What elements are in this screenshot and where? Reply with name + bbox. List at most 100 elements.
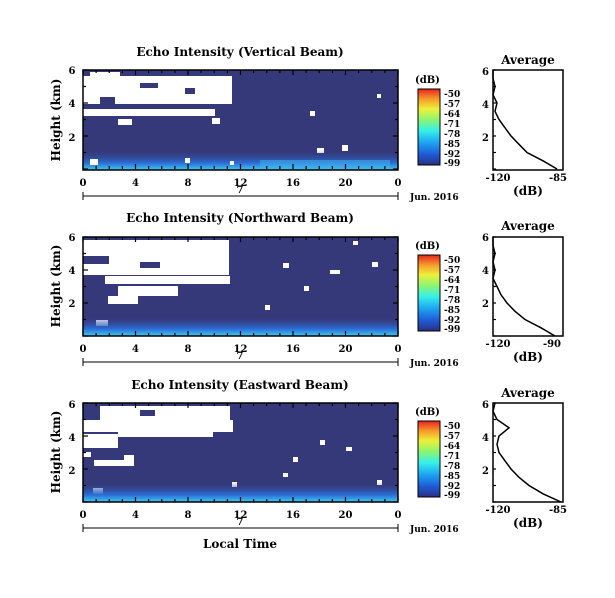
- x-tick-label: 4: [132, 510, 139, 521]
- colorbar-tick: -99: [444, 325, 460, 335]
- heatmap: [83, 237, 398, 336]
- colorbar: (dB) -50 -57 -64 -71 -78 -85 -92 -99: [415, 75, 460, 169]
- x-tick-label: 16: [286, 510, 300, 521]
- colorbar-tick: -99: [444, 159, 460, 169]
- colorbar: (dB) -50 -57 -64 -71 -78 -85 -92 -99: [415, 407, 460, 501]
- colorbar-tick: -85: [444, 306, 460, 316]
- colorbar-unit: (dB): [415, 75, 440, 86]
- colorbar-tick: -71: [444, 120, 460, 130]
- x-tick-label: 0: [395, 510, 402, 521]
- x-tick-label: 8: [185, 344, 192, 355]
- colorbar-tick: -85: [444, 472, 460, 482]
- profile-x-tick: -90: [543, 339, 561, 350]
- day-label: 7: [237, 517, 244, 528]
- x-tick-label: 4: [132, 344, 139, 355]
- colorbar-tick: -57: [444, 432, 460, 442]
- profile-x-label: (dB): [513, 350, 543, 364]
- colorbar-tick: -71: [444, 286, 460, 296]
- profile-y-tick: 4: [482, 433, 489, 444]
- x-tick-label: 8: [185, 510, 192, 521]
- y-tick-label: 2: [69, 133, 76, 144]
- x-tick-label: 0: [80, 344, 87, 355]
- colorbar-tick: -92: [444, 150, 460, 160]
- profile-title: Average: [500, 386, 555, 400]
- profile-x-tick: -120: [485, 173, 510, 184]
- x-tick-label: 20: [339, 510, 353, 521]
- panel-northward-beam: Echo Intensity (Northward Beam): [49, 211, 564, 369]
- x-tick-labels: 0 4 8 12 16 20 0: [80, 178, 402, 189]
- colorbar-tick: -71: [444, 452, 460, 462]
- day-bar: 7: [82, 517, 399, 532]
- y-tick-label: 6: [69, 66, 76, 77]
- x-tick-label: 0: [395, 344, 402, 355]
- colorbar-tick: -64: [444, 442, 460, 452]
- y-tick-label: 4: [69, 433, 76, 444]
- colorbar-tick: -92: [444, 482, 460, 492]
- colorbar-unit: (dB): [415, 241, 440, 252]
- profile-x-tick: -85: [549, 505, 567, 516]
- missing-data-region: [83, 406, 382, 494]
- date-label: Jun. 2016: [409, 193, 459, 203]
- panel-vertical-beam: Echo Intensity (Vertical Beam): [49, 45, 567, 203]
- date-label: Jun. 2016: [409, 359, 459, 369]
- x-tick-label: 12: [234, 178, 248, 189]
- profile-y-tick: 6: [482, 400, 489, 411]
- y-tick-label: 2: [69, 466, 76, 477]
- colorbar-tick: -50: [444, 422, 460, 432]
- y-tick-label: 4: [69, 99, 76, 110]
- x-tick-label: 12: [234, 344, 248, 355]
- profile-x-tick: -120: [485, 339, 510, 350]
- y-tick-label: 6: [69, 400, 76, 411]
- colorbar-tick: -78: [444, 130, 460, 140]
- day-bar: 7: [82, 351, 399, 366]
- profile-y-tick: 4: [482, 266, 489, 277]
- x-tick-label: 0: [80, 178, 87, 189]
- panel-title: Echo Intensity (Vertical Beam): [136, 45, 343, 59]
- day-bar: 7: [82, 185, 399, 200]
- panel-title: Echo Intensity (Eastward Beam): [131, 378, 348, 392]
- day-label: 7: [237, 351, 244, 362]
- day-label: 7: [237, 185, 244, 196]
- near-ground-echo: [83, 316, 398, 336]
- profile-y-tick: 2: [482, 133, 489, 144]
- y-tick-labels: 2 4 6: [69, 400, 76, 477]
- profile-x-tick: -120: [485, 505, 510, 516]
- colorbar-tick: -50: [444, 256, 460, 266]
- profile-y-tick: 6: [482, 67, 489, 78]
- colorbar-tick: -85: [444, 140, 460, 150]
- heatmap: [83, 403, 398, 502]
- x-tick-label: 4: [132, 178, 139, 189]
- y-axis-label: Height (km): [49, 245, 63, 328]
- x-tick-label: 8: [185, 178, 192, 189]
- colorbar-tick: -78: [444, 462, 460, 472]
- colorbar-tick: -64: [444, 276, 460, 286]
- y-tick-label: 2: [69, 299, 76, 310]
- profile-x-label: (dB): [513, 516, 543, 530]
- x-tick-labels: 0 4 8 12 16 20 0: [80, 344, 402, 355]
- x-tick-labels: 0 4 8 12 16 20 0: [80, 510, 402, 521]
- y-tick-label: 4: [69, 266, 76, 277]
- y-axis-label: Height (km): [49, 79, 63, 162]
- missing-data-region: [83, 70, 381, 153]
- profile-x-label: (dB): [513, 184, 543, 198]
- profile-line: [492, 402, 562, 503]
- axis-ticks: [82, 69, 496, 503]
- colorbar-tick: -99: [444, 491, 460, 501]
- colorbar-tick: -78: [444, 296, 460, 306]
- x-axis-label: Local Time: [203, 537, 277, 551]
- x-tick-label: 12: [234, 510, 248, 521]
- profile-x-tick: -85: [549, 173, 567, 184]
- average-profile: Average -120 -90 2 4 6 (dB): [482, 219, 564, 364]
- colorbar-tick: -50: [444, 90, 460, 100]
- x-tick-label: 20: [339, 178, 353, 189]
- profile-title: Average: [500, 53, 555, 67]
- profile-y-tick: 4: [482, 100, 489, 111]
- x-tick-label: 0: [80, 510, 87, 521]
- profile-y-tick: 6: [482, 233, 489, 244]
- profile-y-tick: 2: [482, 466, 489, 477]
- x-tick-label: 16: [286, 178, 300, 189]
- x-tick-label: 0: [395, 178, 402, 189]
- missing-data-region: [83, 240, 378, 326]
- y-tick-labels: 2 4 6: [69, 233, 76, 310]
